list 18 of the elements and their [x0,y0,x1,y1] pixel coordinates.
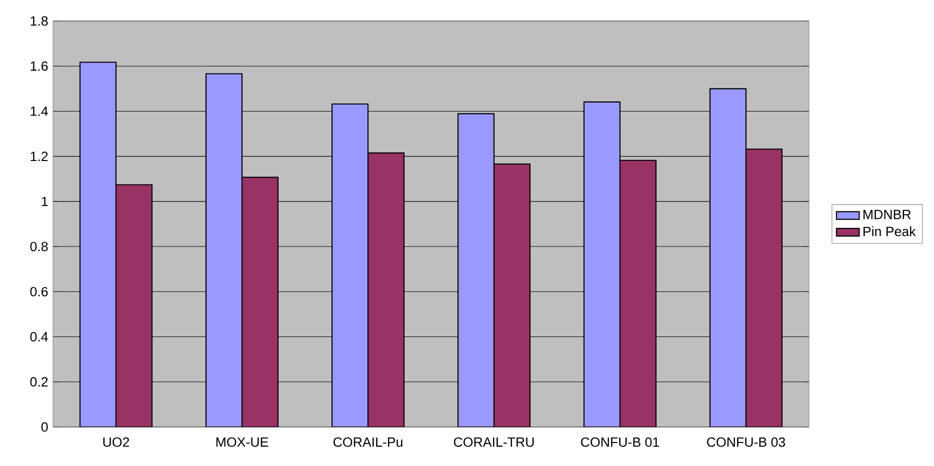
y-tick-label: 0.6 [30,286,48,296]
x-tick-label: UO2 [103,437,130,447]
legend-label: MDNBR [864,210,911,220]
x-tick-label: CONFU-B 03 [707,437,786,447]
x-tick-label: CONFU-B 01 [581,437,659,447]
legend-label: Pin Peak [864,226,916,236]
y-tick-label: 0.2 [30,377,48,387]
y-tick-label: 1.2 [30,152,48,161]
y-tick-label: 1.4 [30,106,48,116]
y-tick-label: 0 [41,422,48,432]
y-tick-label: 0.4 [30,332,48,342]
x-tick-label: CORAIL-Pu [333,437,402,447]
y-tick-label: 1.8 [30,16,48,26]
y-tick-label: 1.6 [30,61,48,71]
y-tick-label: 1 [42,196,48,206]
y-tick-label: 0.8 [30,242,48,252]
x-tick-label: CORAIL-TRU [454,437,534,447]
x-tick-label: MOX-UE [216,437,268,447]
